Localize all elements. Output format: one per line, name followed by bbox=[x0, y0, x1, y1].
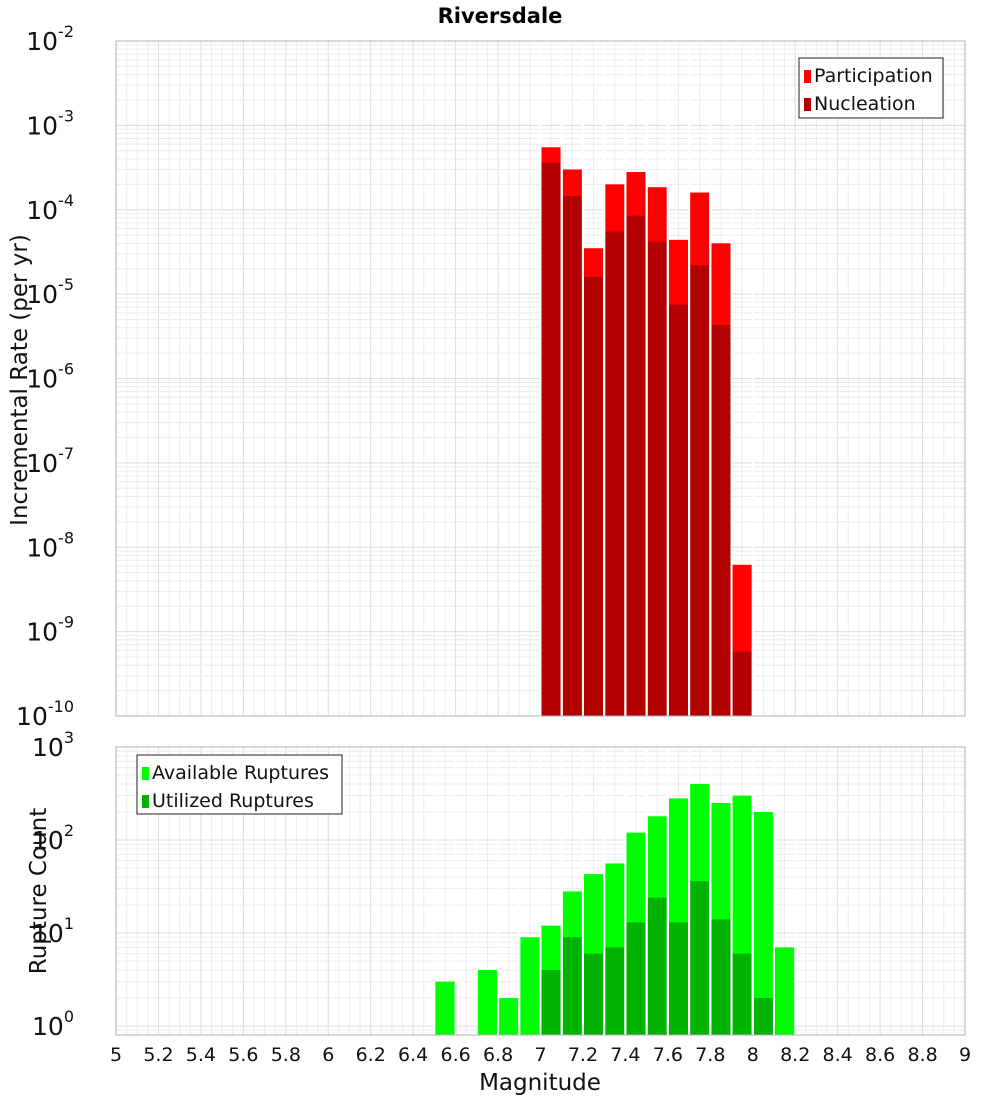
top-bars bbox=[539, 41, 754, 717]
top-plot: 10-10 10-9 10-8 10-7 10-6 10-5 10-4 10-3 10-2 Par… bbox=[16, 22, 966, 731]
bottom-bar-utilized-ruptures bbox=[582, 953, 605, 1035]
bottom-y-axis-label: Rupture Count bbox=[26, 808, 52, 974]
bottom-bars bbox=[433, 747, 797, 1035]
bottom-plot-area bbox=[115, 746, 966, 1036]
bottom-bar-utilized-ruptures bbox=[731, 953, 753, 1035]
top-y-tick-label: 10-3 bbox=[26, 106, 74, 140]
bottom-x-tick-label: 7.6 bbox=[653, 1044, 683, 1066]
bottom-x-tick-label: 8.8 bbox=[907, 1044, 937, 1066]
top-bar-nucleation bbox=[710, 325, 732, 716]
bottom-legend: Available Ruptures Utilized Ruptures bbox=[136, 754, 343, 815]
bottom-bar-available-ruptures bbox=[434, 981, 456, 1035]
top-y-tick-label: 10-4 bbox=[26, 191, 74, 225]
bottom-x-tick-label: 7.8 bbox=[695, 1044, 725, 1066]
top-y-axis-label: Incremental Rate (per yr) bbox=[7, 234, 33, 526]
top-bar-nucleation bbox=[731, 651, 753, 716]
bottom-x-tick-label: 6.6 bbox=[440, 1044, 470, 1066]
bottom-x-tick-label: 7.2 bbox=[568, 1044, 598, 1066]
top-y-ticks: 10-10 10-9 10-8 10-7 10-6 10-5 10-4 10-3 10-2 bbox=[16, 22, 74, 731]
bottom-x-tick-label: 8.2 bbox=[780, 1044, 810, 1066]
bottom-x-tick-label: 5 bbox=[110, 1044, 122, 1066]
bottom-plot: 100 101 102 103 Available Ruptures Utilized R… bbox=[32, 728, 971, 1066]
top-legend-box bbox=[798, 57, 944, 119]
bottom-y-ticks: 100 101 102 103 bbox=[32, 728, 74, 1041]
bottom-legend-label: Available Ruptures bbox=[152, 762, 329, 784]
top-bar-nucleation bbox=[625, 215, 647, 717]
bottom-bar-utilized-ruptures bbox=[752, 997, 774, 1035]
bottom-legend-label: Utilized Ruptures bbox=[152, 790, 314, 812]
bottom-x-tick-label: 7 bbox=[534, 1044, 546, 1066]
bottom-bar-utilized-ruptures bbox=[604, 947, 626, 1035]
bottom-x-tick-label: 5.8 bbox=[271, 1044, 301, 1066]
top-bar-nucleation bbox=[646, 241, 668, 717]
bottom-x-tick-label: 5.2 bbox=[143, 1044, 173, 1066]
bottom-x-tick-label: 5.4 bbox=[186, 1044, 216, 1066]
bottom-bar-utilized-ruptures bbox=[646, 897, 668, 1035]
bottom-x-ticks: 5 5.2 5.4 5.6 5.8 6 6.2 6.4 6.6 6.8 7 7.2 7.4 7.6 7.8 8… bbox=[110, 1044, 971, 1066]
bottom-x-tick-label: 6.2 bbox=[356, 1044, 386, 1066]
chart-title: Riversdale bbox=[438, 4, 563, 28]
top-bar-nucleation bbox=[540, 162, 562, 716]
bottom-y-tick-label: 102 bbox=[32, 821, 74, 855]
bottom-bar-utilized-ruptures bbox=[667, 922, 690, 1035]
bottom-x-tick-label: 6 bbox=[322, 1044, 334, 1066]
top-y-tick-label: 10-2 bbox=[26, 22, 74, 56]
top-bar-nucleation bbox=[561, 196, 583, 716]
top-y-tick-label: 10-7 bbox=[26, 444, 74, 478]
bottom-y-tick-label: 103 bbox=[32, 728, 74, 762]
top-y-tick-label: 10-9 bbox=[26, 613, 74, 647]
bottom-x-tick-label: 8 bbox=[747, 1044, 759, 1066]
bottom-bar-available-ruptures bbox=[519, 937, 541, 1035]
bottom-x-tick-label: 8.4 bbox=[823, 1044, 853, 1066]
top-legend-swatch bbox=[804, 70, 811, 83]
bottom-bar-utilized-ruptures bbox=[689, 881, 711, 1035]
top-y-tick-label: 10-10 bbox=[16, 697, 74, 731]
bottom-x-tick-label: 7.4 bbox=[610, 1044, 640, 1066]
top-legend: Participation Nucleation bbox=[798, 57, 944, 119]
x-axis-label: Magnitude bbox=[479, 1070, 601, 1096]
top-legend-label: Participation bbox=[814, 65, 933, 87]
top-legend-label: Nucleation bbox=[814, 93, 916, 115]
bottom-bar-utilized-ruptures bbox=[540, 969, 562, 1035]
bottom-x-tick-label: 8.6 bbox=[865, 1044, 895, 1066]
bottom-y-tick-label: 100 bbox=[32, 1007, 74, 1041]
bottom-bar-available-ruptures bbox=[476, 969, 499, 1035]
bottom-legend-swatch bbox=[142, 767, 149, 780]
bottom-x-tick-label: 6.4 bbox=[398, 1044, 428, 1066]
bottom-x-tick-label: 9 bbox=[959, 1044, 971, 1066]
bottom-x-tick-label: 5.6 bbox=[228, 1044, 258, 1066]
top-bar-nucleation bbox=[604, 231, 626, 716]
top-y-tick-label: 10-6 bbox=[26, 360, 74, 394]
bottom-y-tick-label: 101 bbox=[32, 914, 74, 948]
top-legend-swatch bbox=[804, 98, 811, 111]
bottom-legend-box bbox=[136, 754, 343, 815]
bottom-x-tick-label: 6.8 bbox=[483, 1044, 513, 1066]
bottom-bar-utilized-ruptures bbox=[710, 919, 732, 1035]
bottom-bar-available-ruptures bbox=[773, 947, 796, 1035]
top-y-tick-label: 10-8 bbox=[26, 528, 74, 562]
bottom-legend-swatch bbox=[142, 795, 149, 808]
bottom-bar-utilized-ruptures bbox=[561, 937, 583, 1035]
top-bar-nucleation bbox=[689, 265, 711, 716]
top-bar-nucleation bbox=[667, 304, 690, 716]
top-y-tick-label: 10-5 bbox=[26, 275, 74, 309]
top-bar-nucleation bbox=[582, 276, 605, 716]
top-plot-area bbox=[115, 40, 966, 717]
bottom-bar-available-ruptures bbox=[498, 997, 520, 1035]
bottom-bar-utilized-ruptures bbox=[625, 922, 647, 1035]
bottom-bar-available-ruptures bbox=[752, 812, 774, 1035]
